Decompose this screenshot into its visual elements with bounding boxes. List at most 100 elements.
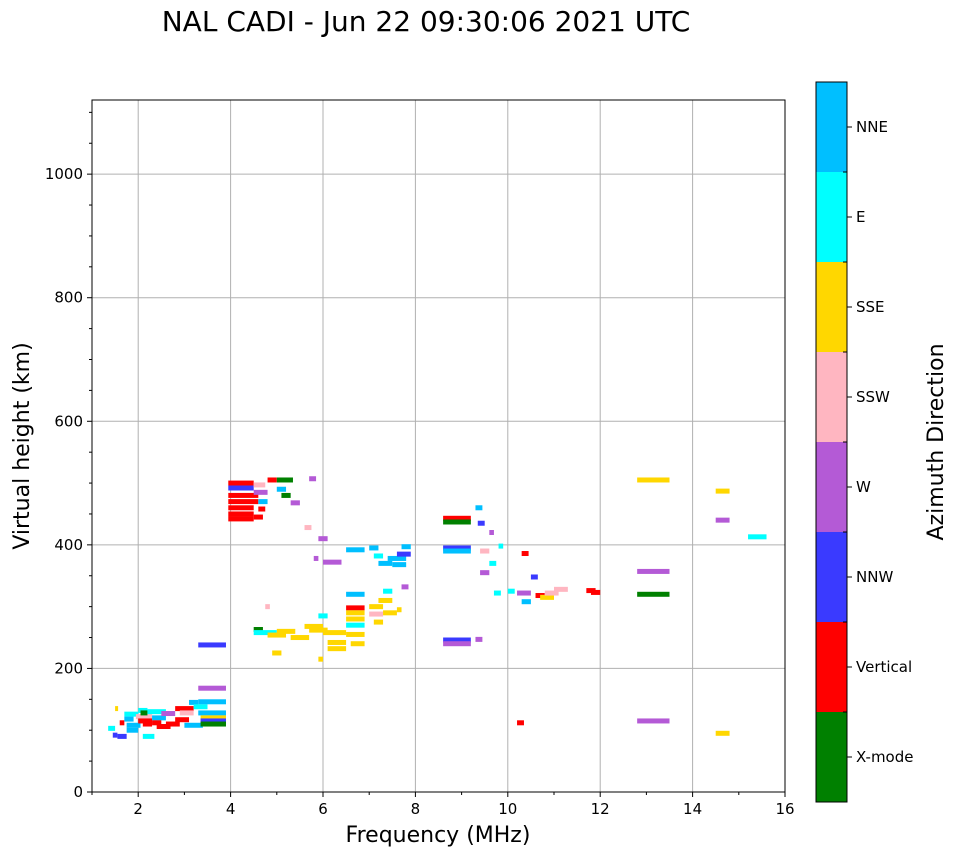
axis-ticks: 2 4 6 8 10 12 14 16 0 200 400 600 800 1000 xyxy=(45,111,795,818)
colorbar-tick-label: NNW xyxy=(856,568,893,586)
echo-point xyxy=(521,551,529,557)
echo-point xyxy=(498,543,504,549)
colorbar-tick-label: NNE xyxy=(856,118,888,136)
echo-point xyxy=(138,718,153,724)
colorbar-segment xyxy=(816,532,847,622)
echo-point xyxy=(258,506,266,512)
colorbar-segment xyxy=(816,442,847,532)
echo-point xyxy=(228,499,259,505)
echo-point xyxy=(443,548,471,554)
echo-point xyxy=(175,706,194,712)
colorbar-segment xyxy=(816,352,847,442)
echo-point xyxy=(350,641,365,647)
echo-point xyxy=(507,588,515,594)
echo-point xyxy=(540,594,554,600)
echo-point xyxy=(228,505,254,511)
echo-point xyxy=(198,685,226,691)
echo-point xyxy=(443,637,471,643)
colorbar-tick-label: E xyxy=(856,208,865,226)
x-tick-label: 4 xyxy=(226,800,236,818)
echo-point xyxy=(373,553,384,559)
x-tick-label: 6 xyxy=(318,800,328,818)
echo-point xyxy=(142,733,155,739)
colorbar-segment xyxy=(816,82,847,172)
echo-point xyxy=(443,519,471,525)
echo-point xyxy=(346,591,365,597)
echo-point xyxy=(521,599,531,605)
echo-point xyxy=(517,590,531,596)
x-tick-label: 10 xyxy=(498,800,517,818)
echo-point xyxy=(200,721,226,727)
echo-point xyxy=(590,589,601,595)
echo-point xyxy=(544,590,559,596)
plot-background xyxy=(92,100,785,792)
echo-point xyxy=(112,732,118,738)
echo-point xyxy=(124,716,134,722)
colorbar-tick-label: SSE xyxy=(856,298,885,316)
echo-point xyxy=(198,699,226,705)
colorbar-label: Azimuth Direction xyxy=(924,343,949,540)
echo-point xyxy=(346,631,365,637)
echo-point xyxy=(443,641,471,647)
echo-point xyxy=(189,699,199,705)
echo-point xyxy=(108,725,116,731)
colorbar-segment xyxy=(816,262,847,352)
echo-point xyxy=(253,627,263,633)
echo-point xyxy=(135,714,153,720)
echo-point xyxy=(530,574,538,580)
echo-point xyxy=(267,477,277,483)
echo-point xyxy=(193,704,208,710)
echo-point xyxy=(480,570,490,576)
echo-point xyxy=(290,500,300,506)
echo-point xyxy=(346,605,365,611)
echo-point xyxy=(323,630,347,636)
x-tick-label: 2 xyxy=(133,800,143,818)
echo-point xyxy=(493,590,501,596)
echo-point xyxy=(489,530,494,535)
colorbar: X-mode Vertical NNW W SSW SSE E NNE xyxy=(815,81,913,803)
echo-point xyxy=(140,710,148,716)
echo-point xyxy=(228,492,259,498)
echo-point xyxy=(119,720,125,726)
echo-point xyxy=(115,706,119,712)
plot-frame xyxy=(91,99,786,793)
echo-point xyxy=(156,724,171,730)
echo-point xyxy=(126,727,139,733)
echo-point xyxy=(117,733,127,739)
echo-point xyxy=(475,505,483,511)
echo-point xyxy=(373,619,384,625)
echo-point xyxy=(327,646,347,652)
echo-point xyxy=(253,514,263,520)
x-tick-label: 8 xyxy=(411,800,421,818)
echo-point xyxy=(637,568,670,574)
echo-point xyxy=(477,520,485,526)
echo-point xyxy=(165,721,180,727)
echo-point xyxy=(276,486,287,492)
echo-point xyxy=(309,476,317,482)
echo-point xyxy=(184,722,203,728)
echo-point xyxy=(304,525,312,531)
echo-point xyxy=(378,560,393,566)
echo-point xyxy=(152,715,166,721)
echo-point xyxy=(554,586,568,592)
echo-point xyxy=(304,623,323,629)
echo-point xyxy=(272,650,282,656)
echo-point xyxy=(378,597,393,603)
y-tick-label: 600 xyxy=(54,412,83,430)
echo-point xyxy=(346,547,365,553)
echo-point xyxy=(396,551,411,557)
echo-point xyxy=(161,711,176,717)
y-tick-label: 200 xyxy=(54,659,83,677)
echo-point xyxy=(198,642,226,648)
y-tick-label: 0 xyxy=(73,783,83,801)
echo-point xyxy=(327,639,347,645)
echo-point xyxy=(383,588,393,594)
colorbar-tick-label: X-mode xyxy=(856,748,913,766)
echo-point xyxy=(715,517,730,523)
echo-point xyxy=(253,630,277,636)
echo-point xyxy=(443,545,471,551)
echo-point xyxy=(253,489,268,495)
echo-point xyxy=(346,616,365,622)
echo-point xyxy=(267,632,287,638)
